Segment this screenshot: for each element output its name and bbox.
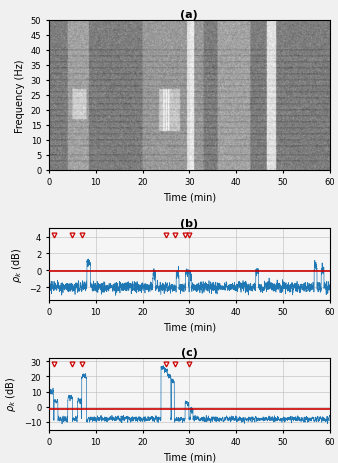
Title: (c): (c)	[181, 348, 198, 357]
X-axis label: Time (min): Time (min)	[163, 322, 216, 332]
Title: (b): (b)	[180, 218, 198, 228]
Y-axis label: $\rho_k$ (dB): $\rho_k$ (dB)	[9, 247, 24, 282]
Y-axis label: Frequency (Hz): Frequency (Hz)	[15, 59, 25, 132]
X-axis label: Time (min): Time (min)	[163, 452, 216, 462]
Title: (a): (a)	[180, 10, 198, 20]
Y-axis label: $\rho_k$ (dB): $\rho_k$ (dB)	[4, 376, 18, 412]
X-axis label: Time (min): Time (min)	[163, 193, 216, 202]
